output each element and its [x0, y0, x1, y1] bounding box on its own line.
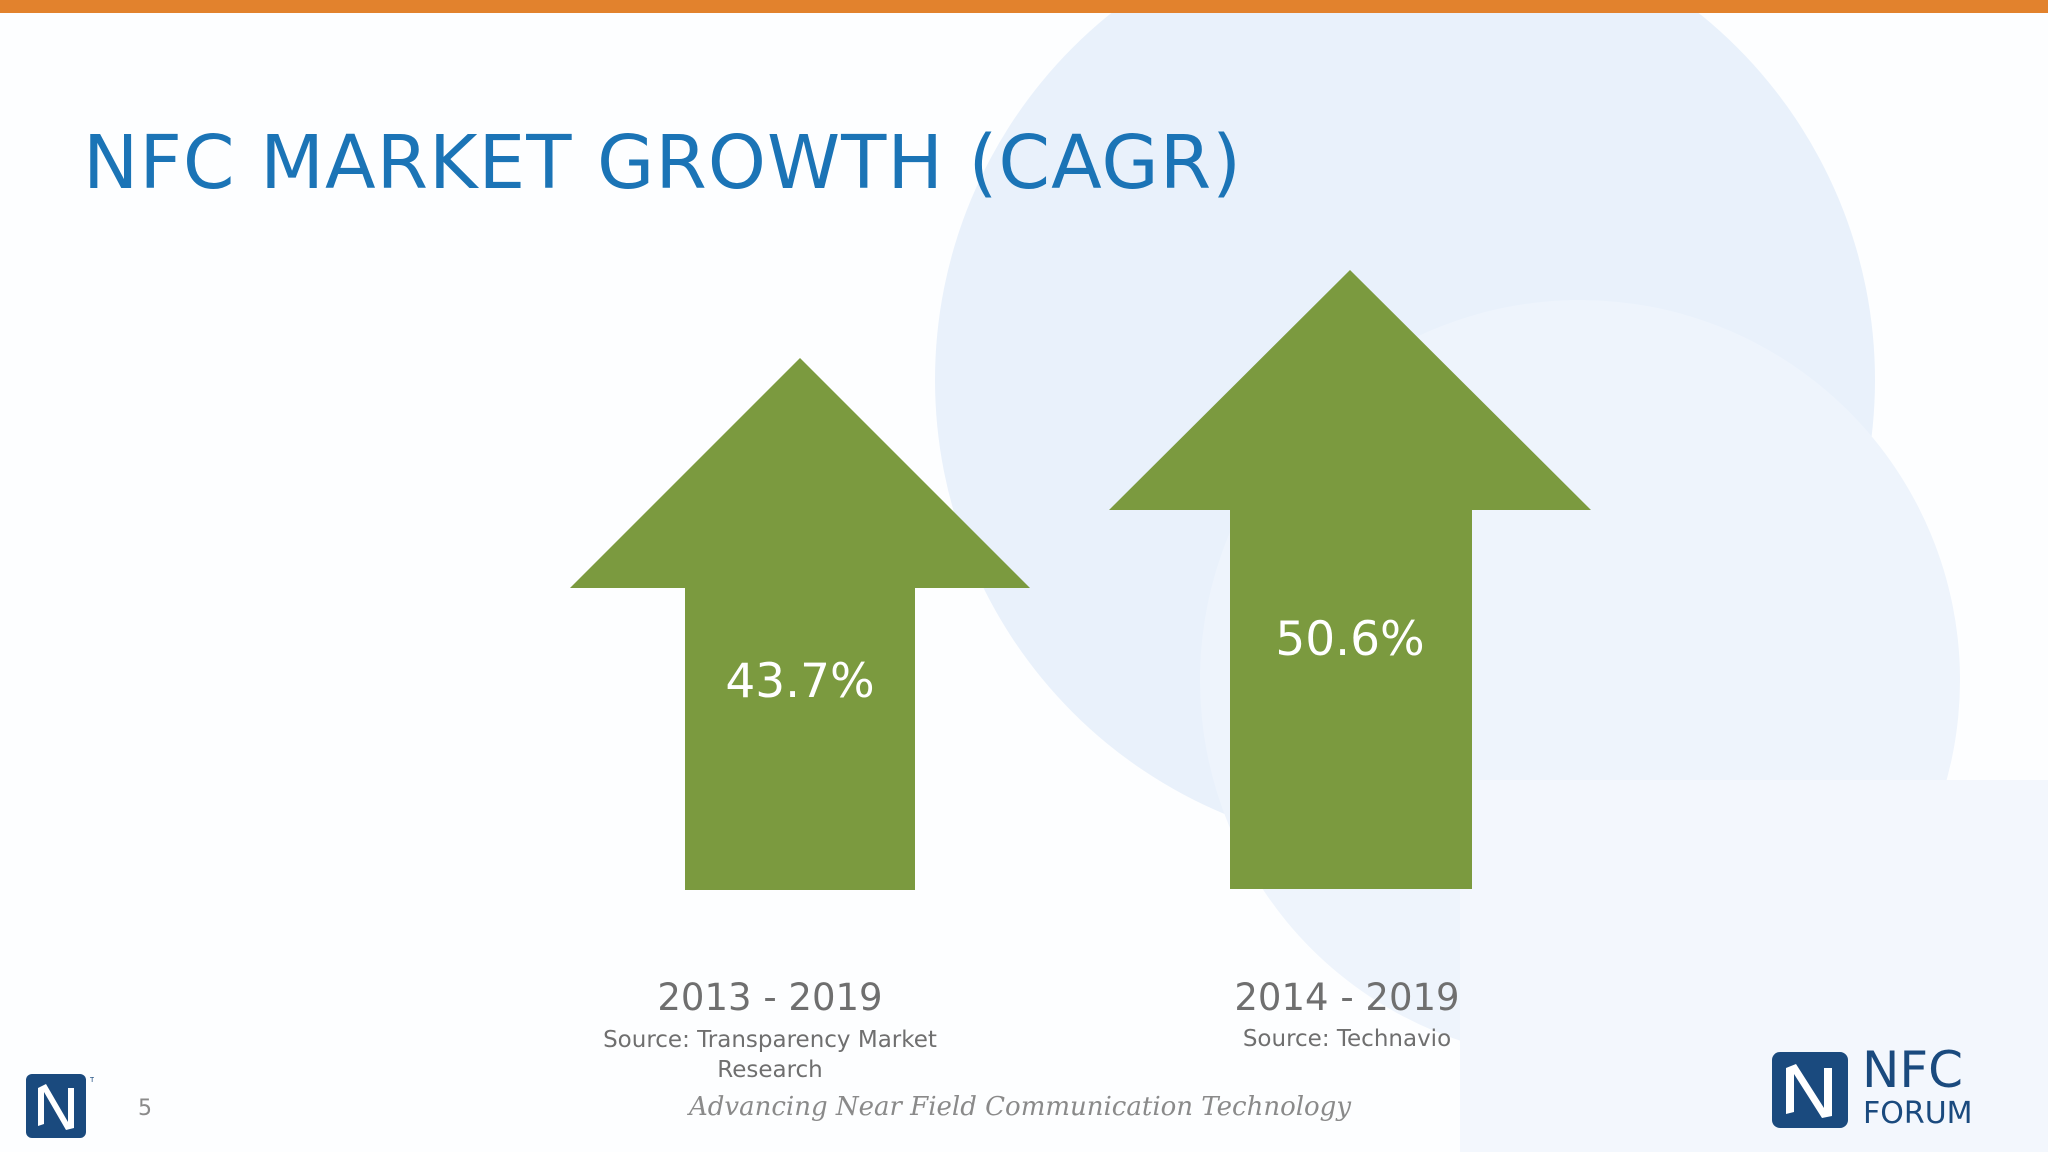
- footer-tagline: Advancing Near Field Communication Techn…: [688, 1092, 1352, 1122]
- arrow-left-source-line1: Source: Transparency Market: [603, 1027, 937, 1053]
- nfc-n-mark-icon: TM: [26, 1074, 94, 1138]
- slide-title: NFC MARKET GROWTH (CAGR): [83, 120, 1243, 206]
- accent-top-bar: [0, 0, 2048, 13]
- nfc-forum-logo-icon: [1772, 1052, 1848, 1128]
- logo-text-forum: FORUM: [1863, 1096, 1973, 1131]
- arrow-left-value: 43.7%: [725, 654, 875, 709]
- nfc-forum-logo: NFC FORUM: [1770, 1042, 1990, 1132]
- arrow-right-period: 2014 - 2019: [1234, 976, 1460, 1019]
- logo-text-nfc: NFC: [1862, 1041, 1964, 1099]
- arrow-left: [570, 358, 1030, 890]
- background-corner-fill: [1460, 780, 2048, 1152]
- arrow-right: [1109, 270, 1591, 889]
- arrow-left-period: 2013 - 2019: [657, 976, 883, 1019]
- arrow-right-source-line1: Source: Technavio: [1242, 1026, 1452, 1052]
- trademark-mark: TM: [89, 1076, 94, 1084]
- arrow-left-source-line2: Research: [717, 1057, 823, 1083]
- arrow-right-value: 50.6%: [1275, 612, 1425, 667]
- slide-number: 5: [138, 1096, 152, 1121]
